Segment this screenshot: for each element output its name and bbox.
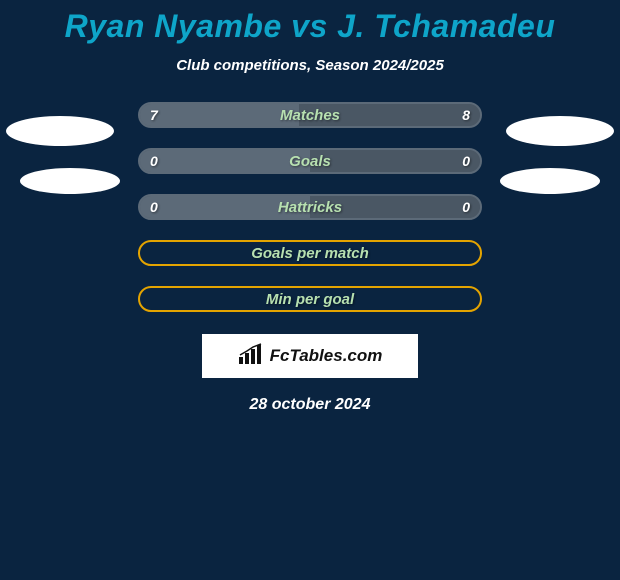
stat-value-right: 8 [462, 104, 470, 126]
stat-label: Min per goal [140, 288, 480, 310]
player2-badge-2 [500, 168, 600, 194]
stat-bar: Matches7 8 [138, 102, 482, 128]
stat-bar: Hattricks0 0 [138, 194, 482, 220]
comparison-content: Matches78Goals00Hattricks00Goals per mat… [0, 102, 620, 414]
stat-label: Goals [140, 150, 480, 172]
stat-value-left: 0 [150, 196, 158, 218]
chart-bars-icon [238, 343, 266, 370]
stat-label: Hattricks [140, 196, 480, 218]
stat-bar: Goals per match [138, 240, 482, 266]
stat-label: Goals per match [140, 242, 480, 264]
player1-badge-2 [20, 168, 120, 194]
player2-badge-1 [506, 116, 614, 146]
stat-bars: Matches78Goals00Hattricks00Goals per mat… [138, 102, 482, 312]
comparison-title: Ryan Nyambe vs J. Tchamadeu [0, 0, 620, 45]
stat-value-left: 0 [150, 150, 158, 172]
stat-value-right: 0 [462, 150, 470, 172]
brand-text: FcTables.com [270, 346, 383, 366]
snapshot-date: 28 october 2024 [0, 396, 620, 414]
stat-label: Matches [140, 104, 480, 126]
stat-value-left: 7 [150, 104, 158, 126]
stat-bar: Min per goal [138, 286, 482, 312]
brand-box: FcTables.com [202, 334, 418, 378]
player1-badge-1 [6, 116, 114, 146]
stat-value-right: 0 [462, 196, 470, 218]
stat-bar: Goals0 0 [138, 148, 482, 174]
comparison-subtitle: Club competitions, Season 2024/2025 [0, 57, 620, 74]
